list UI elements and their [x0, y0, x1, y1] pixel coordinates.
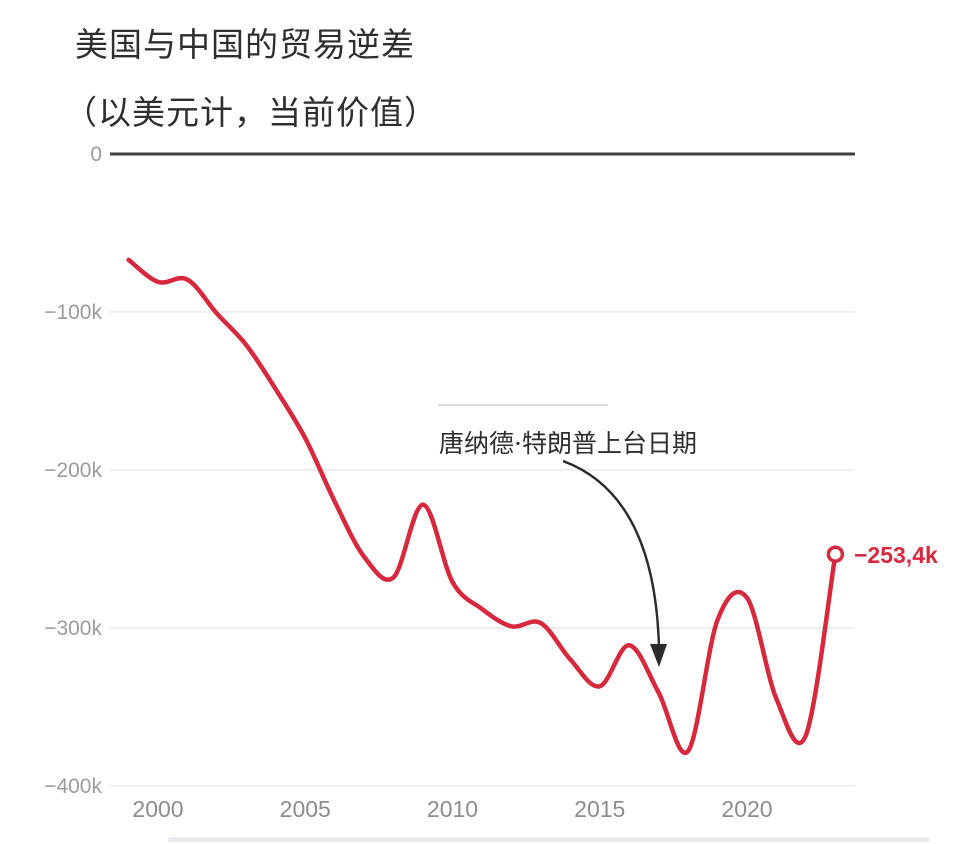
axis-tick-labels: 0 −100k −200k −300k −400k 2000 2005 2010 2015 202… — [44, 143, 772, 822]
x-tick-label: 2010 — [427, 796, 478, 822]
x-tick-label: 2020 — [721, 796, 772, 822]
gridlines — [110, 152, 855, 787]
annotation-arrowhead-icon — [650, 644, 667, 667]
y-tick-label: −400k — [44, 775, 102, 798]
y-tick-label: 0 — [90, 143, 102, 166]
deficit-line-series — [126, 257, 838, 756]
annotation-label: 唐纳德·特朗普上台日期 — [439, 429, 697, 458]
y-tick-label: −300k — [44, 617, 102, 640]
end-point-marker — [826, 545, 845, 563]
x-tick-label: 2015 — [574, 796, 625, 822]
chart-title: 美国与中国的贸易逆差 — [75, 25, 415, 64]
annotation-arrow — [562, 459, 661, 649]
y-tick-label: −100k — [44, 301, 102, 324]
x-tick-label: 2005 — [280, 796, 331, 822]
chart-subtitle: （以美元计，当前价值） — [64, 93, 438, 132]
y-tick-label: −200k — [44, 459, 102, 482]
horizontal-scrollbar[interactable] — [168, 837, 930, 842]
x-tick-label: 2000 — [132, 796, 183, 822]
end-value-label: −253,4k — [854, 542, 938, 568]
